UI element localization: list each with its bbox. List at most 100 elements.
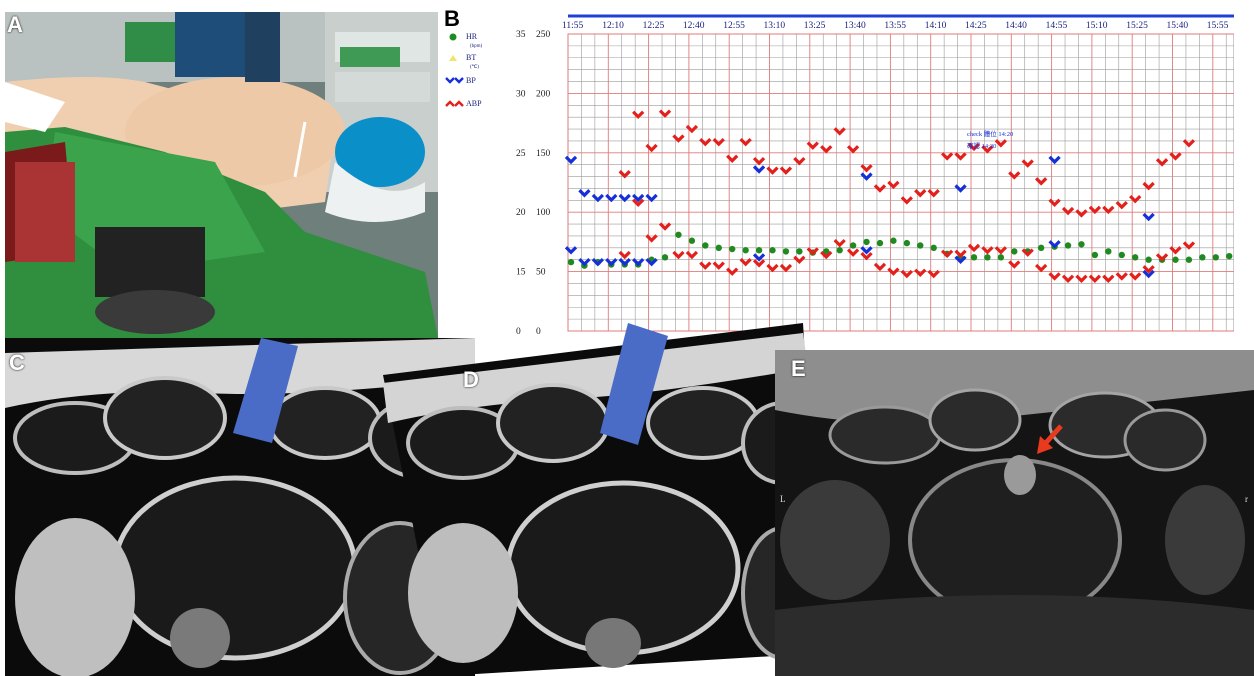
y-tick-label-left: 15 — [516, 268, 526, 278]
y-tick-label-right: 100 — [536, 208, 551, 218]
y-tick-label-right: 250 — [536, 30, 551, 40]
abp-point — [658, 222, 672, 231]
abp-point — [954, 152, 967, 161]
y-tick-label-right: 50 — [536, 268, 546, 278]
vital-signs-chart: 11:55 12:10 12:25 12:40 12:55 13:10 13:25 13:40… — [516, 14, 1234, 337]
abp-point — [820, 250, 833, 260]
abp-point — [618, 250, 631, 260]
x-tick-label: 14:40 — [1005, 21, 1027, 31]
mri-axial-d — [383, 323, 823, 676]
legend-bp-label: BP — [466, 76, 476, 85]
abp-point — [752, 259, 766, 268]
abp-point — [1182, 241, 1196, 250]
x-tick-label: 12:10 — [602, 21, 624, 31]
bp-point — [632, 193, 645, 203]
x-tick-label: 14:10 — [925, 21, 947, 31]
chart-axes: 11:55 12:10 12:25 12:40 12:55 13:10 13:25 13:40… — [516, 14, 1234, 337]
y-tick-label-left: 30 — [516, 89, 526, 99]
abp-point — [779, 263, 793, 273]
bp-point — [618, 193, 631, 203]
bp-point — [645, 257, 658, 267]
abp-point — [1035, 177, 1048, 186]
abp-point — [887, 267, 900, 276]
abp-point — [1169, 246, 1182, 255]
abp-point — [941, 249, 954, 259]
x-tick-label: 12:40 — [683, 21, 705, 31]
bp-point — [860, 172, 873, 181]
abp-point — [739, 257, 752, 267]
hr-point — [903, 239, 911, 247]
hr-point — [1064, 242, 1072, 249]
legend-hr-unit: (bpm) — [470, 44, 483, 49]
hr-point — [1132, 254, 1139, 261]
hr-point — [715, 244, 722, 252]
legend-bp-marker — [445, 77, 464, 84]
abp-point — [833, 238, 846, 248]
abp-point — [1075, 274, 1088, 283]
x-tick-label: 12:55 — [723, 21, 745, 31]
abp-point — [658, 109, 672, 118]
hr-point — [702, 242, 709, 249]
hr-point — [970, 254, 978, 261]
abp-point — [1169, 152, 1182, 161]
abp-point — [1142, 265, 1155, 274]
bp-point — [564, 246, 578, 255]
x-tick-label: 15:10 — [1086, 21, 1108, 31]
hr-point — [675, 231, 682, 238]
red-arrow-icon — [1037, 436, 1053, 454]
bp-point — [954, 184, 967, 193]
hr-point — [997, 254, 1005, 261]
x-tick-label: 13:40 — [844, 21, 866, 31]
hr-point — [917, 242, 924, 249]
abp-point — [1021, 248, 1034, 257]
legend-bt-unit: (℃) — [470, 64, 479, 70]
x-tick-label: 14:55 — [1046, 21, 1068, 31]
hr-point — [567, 258, 575, 266]
abp-point — [887, 180, 900, 190]
abp-point — [699, 261, 712, 270]
bp-point — [954, 255, 967, 264]
y-tick-label-left: 25 — [516, 149, 526, 159]
y-tick-label-right: 200 — [536, 89, 551, 99]
hr-point — [661, 254, 669, 261]
abp-point — [1142, 181, 1155, 191]
legend-hr-label: HR — [466, 32, 478, 41]
abp-point — [1129, 272, 1142, 281]
abp-point — [1061, 274, 1075, 283]
panel-label-e: E — [791, 356, 806, 381]
hr-point — [782, 248, 790, 255]
abp-point — [685, 124, 699, 134]
panel-label-b: B — [444, 8, 460, 31]
bp-point — [605, 193, 618, 203]
abp-point — [873, 184, 887, 193]
chart-legend: HR (bpm) BT (℃) BP ABP — [445, 32, 483, 108]
highlight-block-d — [600, 323, 668, 445]
abp-point — [860, 164, 873, 173]
hr-point — [755, 247, 763, 254]
abp-point — [1115, 272, 1128, 281]
hr-point — [1011, 248, 1018, 255]
panel-e-mri: L r E — [775, 350, 1254, 676]
bp-point — [591, 257, 604, 267]
highlight-block-c — [233, 338, 298, 443]
hr-point — [1145, 256, 1152, 263]
abp-point — [994, 246, 1007, 255]
abp-point — [1102, 274, 1115, 283]
abp-point — [806, 247, 819, 256]
abp-point — [873, 262, 887, 272]
legend-bt-label: BT — [466, 53, 476, 62]
abp-point — [1088, 205, 1102, 215]
bp-point — [1048, 155, 1061, 165]
abp-point — [685, 250, 699, 260]
hr-point — [876, 239, 884, 247]
abp-point — [632, 110, 645, 120]
operating-room-photo — [5, 12, 438, 338]
y-tick-label-left: 35 — [516, 30, 526, 40]
abp-point — [712, 137, 725, 147]
hr-point — [836, 247, 843, 254]
hr-point — [1172, 256, 1179, 263]
y-tick-label-left: 20 — [516, 208, 526, 218]
orientation-marker-left: L — [780, 494, 786, 504]
abp-point — [752, 156, 766, 166]
hr-point — [1091, 251, 1099, 259]
